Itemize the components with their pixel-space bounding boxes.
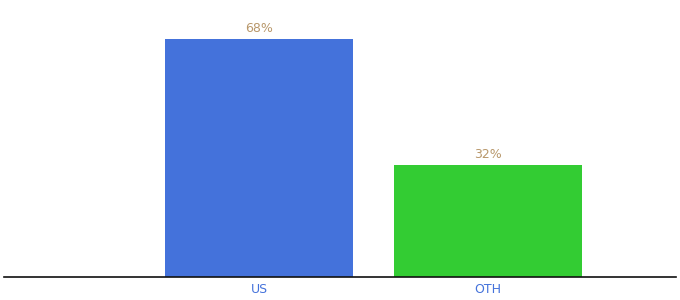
Text: 68%: 68% [245, 22, 273, 35]
Bar [165, 39, 354, 277]
Bar [394, 165, 582, 277]
Text: 32%: 32% [474, 148, 502, 161]
